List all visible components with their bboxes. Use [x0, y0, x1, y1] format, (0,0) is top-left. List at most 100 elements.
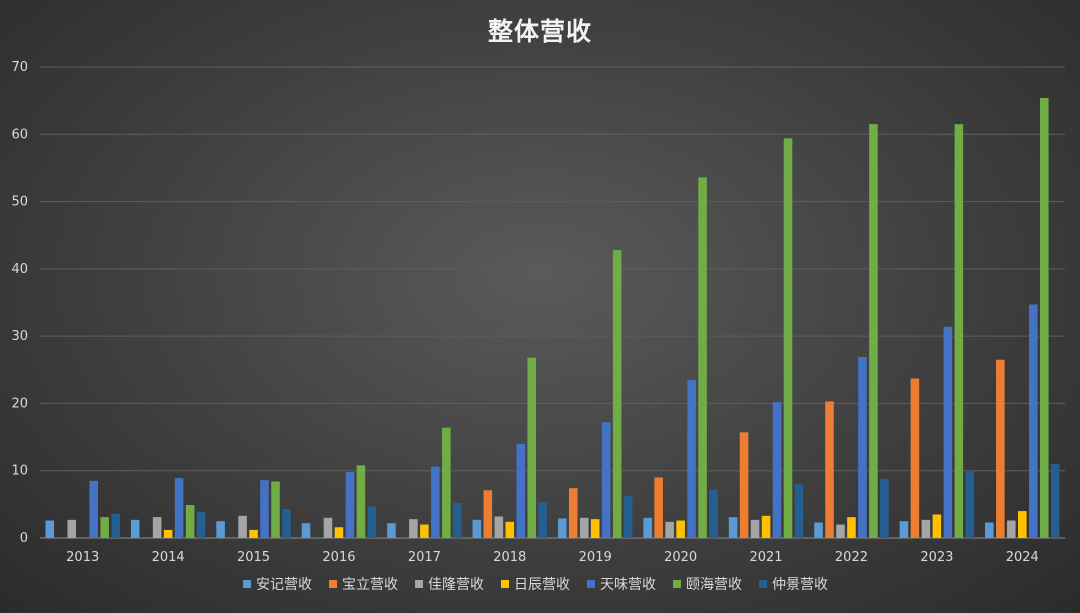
bar-6-7 [709, 489, 718, 538]
bar-1-10 [910, 378, 920, 538]
bar-2-9 [836, 524, 845, 538]
y-tick-label: 70 [11, 60, 28, 75]
legend-swatch-4 [587, 580, 595, 588]
bar-0-2 [216, 521, 225, 538]
bar-2-5 [494, 516, 504, 538]
x-tick-label: 2021 [749, 550, 782, 565]
legend-label-2: 佳隆营收 [428, 577, 484, 593]
bar-6-3 [367, 506, 377, 538]
legend-label-3: 日辰营收 [514, 577, 570, 593]
bar-5-4 [442, 427, 451, 538]
x-tick-label: 2018 [493, 550, 526, 565]
bar-5-6 [612, 250, 622, 538]
chart-title: 整体营收 [487, 17, 592, 46]
bar-3-6 [590, 519, 600, 538]
axes: 0 10 20 30 40 50 60 70 2013 2014 2015 2016 2017 2018 2… [11, 60, 1038, 565]
bar-0-10 [899, 521, 909, 538]
bar-1-8 [739, 432, 749, 538]
bar-5-11 [1039, 97, 1049, 539]
x-tick-label: 2015 [237, 550, 270, 565]
bar-2-2 [238, 515, 247, 538]
x-tick-label: 2019 [579, 550, 612, 565]
bar-2-8 [750, 519, 760, 538]
bar-6-5 [538, 502, 548, 538]
legend: 安记营收 宝立营收 佳隆营收 日辰营收 天味营收 颐海营收 仲景营收 [243, 577, 828, 593]
bar-3-5 [505, 521, 515, 538]
bar-4-11 [1028, 304, 1038, 538]
x-tick-label: 2013 [66, 550, 99, 565]
legend-label-5: 颐海营收 [686, 577, 742, 593]
y-tick-label: 30 [11, 329, 28, 344]
bar-4-6 [601, 422, 611, 538]
bar-1-6 [568, 488, 578, 538]
bar-3-1 [163, 529, 173, 538]
bar-0-3 [301, 523, 311, 538]
y-tick-label: 60 [11, 127, 28, 142]
bar-4-7 [687, 379, 696, 538]
x-tick-label: 2014 [152, 550, 185, 565]
bar-6-0 [111, 513, 120, 538]
bar-0-9 [814, 522, 823, 538]
bar-4-3 [345, 472, 355, 538]
bar-2-1 [152, 517, 162, 538]
bar-2-11 [1007, 520, 1016, 538]
bar-0-11 [985, 522, 994, 538]
legend-label-0: 安记营收 [256, 577, 312, 593]
bar-5-0 [100, 517, 109, 538]
bar-3-10 [932, 514, 942, 538]
bar-0-6 [557, 518, 567, 538]
bar-0-5 [472, 519, 482, 538]
x-tick-label: 2022 [835, 550, 868, 565]
legend-swatch-5 [673, 580, 681, 588]
gridlines [40, 66, 1065, 539]
bar-6-4 [453, 503, 462, 538]
bar-5-2 [271, 481, 280, 538]
bar-4-5 [516, 443, 526, 538]
bar-4-4 [431, 466, 440, 538]
bar-0-7 [643, 517, 652, 538]
legend-label-4: 天味营收 [600, 577, 656, 593]
y-tick-label: 40 [11, 262, 28, 277]
x-tick-label: 2023 [920, 550, 953, 565]
x-tick-label: 2017 [408, 550, 441, 565]
bar-6-9 [880, 478, 889, 538]
bar-4-0 [89, 480, 98, 538]
bar-6-10 [965, 471, 975, 538]
bar-4-1 [174, 478, 184, 538]
legend-swatch-2 [415, 580, 423, 588]
bar-2-6 [579, 517, 589, 538]
bar-6-8 [794, 484, 804, 538]
y-tick-label: 50 [11, 195, 28, 210]
bar-1-5 [483, 490, 493, 538]
bar-3-7 [676, 520, 685, 538]
bar-2-0 [67, 519, 77, 538]
bar-1-11 [996, 359, 1005, 538]
y-tick-label: 10 [11, 464, 28, 479]
bar-1-9 [825, 401, 834, 538]
legend-swatch-3 [501, 580, 509, 588]
x-tick-label: 2016 [322, 550, 355, 565]
legend-label-6: 仲景营收 [772, 577, 828, 593]
bar-4-10 [943, 326, 953, 538]
bar-3-2 [249, 529, 258, 538]
bar-6-11 [1050, 463, 1060, 538]
legend-swatch-0 [243, 580, 251, 588]
bar-2-3 [323, 517, 333, 538]
x-tick-label: 2024 [1006, 550, 1039, 565]
legend-swatch-1 [329, 580, 337, 588]
bar-4-8 [772, 402, 782, 538]
legend-swatch-6 [759, 580, 767, 588]
bar-6-6 [623, 496, 633, 538]
y-tick-label: 20 [11, 396, 28, 411]
y-tick-label: 0 [20, 531, 28, 546]
bar-0-1 [130, 519, 140, 538]
bar-6-2 [282, 509, 291, 538]
bar-4-9 [858, 357, 867, 538]
bar-3-11 [1018, 511, 1027, 538]
bar-3-4 [420, 524, 429, 538]
bar-5-10 [954, 124, 964, 538]
bar-3-3 [334, 527, 344, 538]
x-tick-label: 2020 [664, 550, 697, 565]
